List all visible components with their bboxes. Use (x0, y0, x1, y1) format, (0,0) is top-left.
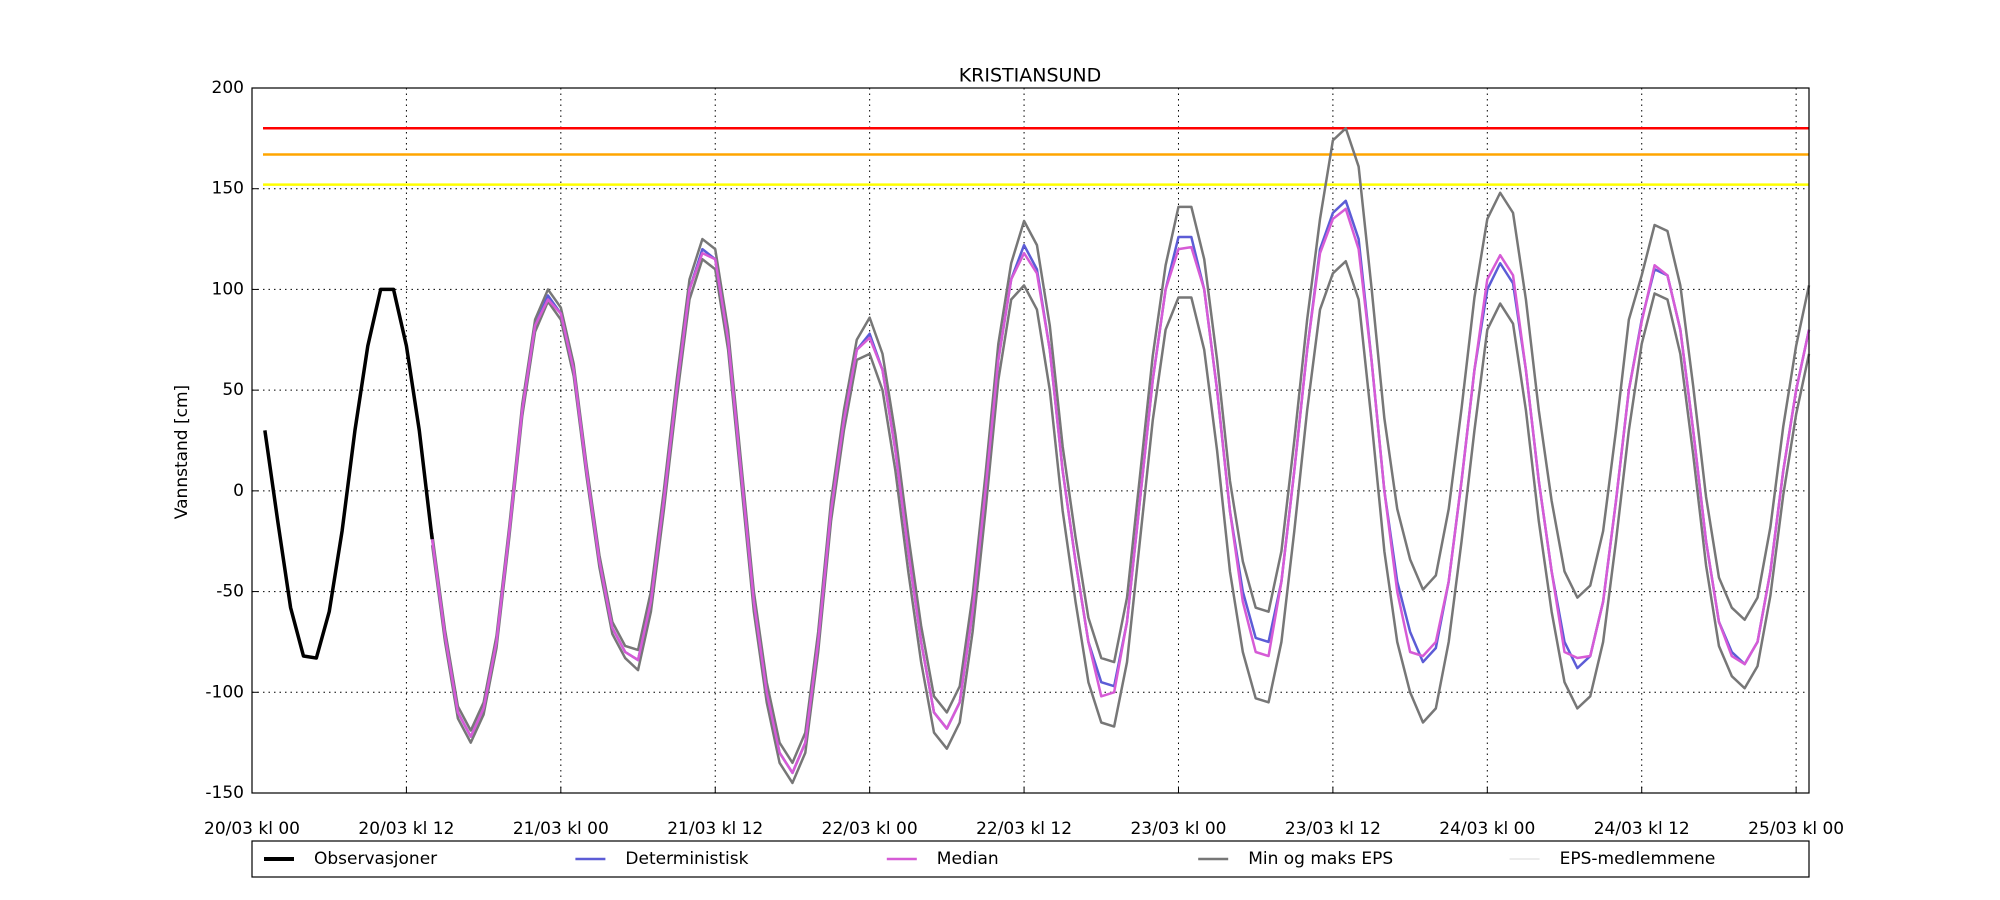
x-tick-label: 24/03 kl 00 (1439, 819, 1535, 839)
series-line (430, 199, 1811, 775)
series-line (430, 207, 1811, 775)
y-tick-label: 0 (233, 481, 244, 501)
y-tick-label: 100 (212, 279, 244, 299)
x-tick-label: 22/03 kl 12 (976, 819, 1072, 839)
legend-box (251, 840, 1810, 878)
x-tick-label: 24/03 kl 12 (1594, 819, 1690, 839)
x-tick-label: 23/03 kl 12 (1285, 819, 1381, 839)
y-tick-label: 150 (212, 179, 244, 199)
x-tick-label: 23/03 kl 00 (1130, 819, 1226, 839)
chart-title: KRISTIANSUND (959, 65, 1102, 87)
plot-frame (251, 87, 1810, 794)
y-axis-label: Vannstand [cm] (172, 385, 192, 519)
min-line (430, 257, 1811, 785)
x-tick-label: 22/03 kl 00 (822, 819, 918, 839)
series-line (263, 287, 434, 660)
y-tick-label: 200 (212, 78, 244, 98)
y-tick-label: 50 (222, 380, 244, 400)
legend-label: Median (937, 849, 999, 869)
legend-label: Observasjoner (314, 849, 437, 869)
x-tick-label: 21/03 kl 12 (667, 819, 763, 839)
y-tick-label: -100 (205, 682, 244, 702)
legend-label: Deterministisk (625, 849, 748, 869)
x-tick-label: 20/03 kl 12 (358, 819, 454, 839)
y-tick-label: -50 (216, 582, 244, 602)
x-tick-label: 25/03 kl 00 (1748, 819, 1844, 839)
x-tick-label: 20/03 kl 00 (204, 819, 300, 839)
legend-label: EPS-medlemmene (1560, 849, 1716, 869)
legend-label: Min og maks EPS (1248, 849, 1393, 869)
max-line (430, 127, 1811, 765)
y-tick-label: -150 (205, 783, 244, 803)
x-tick-label: 21/03 kl 00 (513, 819, 609, 839)
